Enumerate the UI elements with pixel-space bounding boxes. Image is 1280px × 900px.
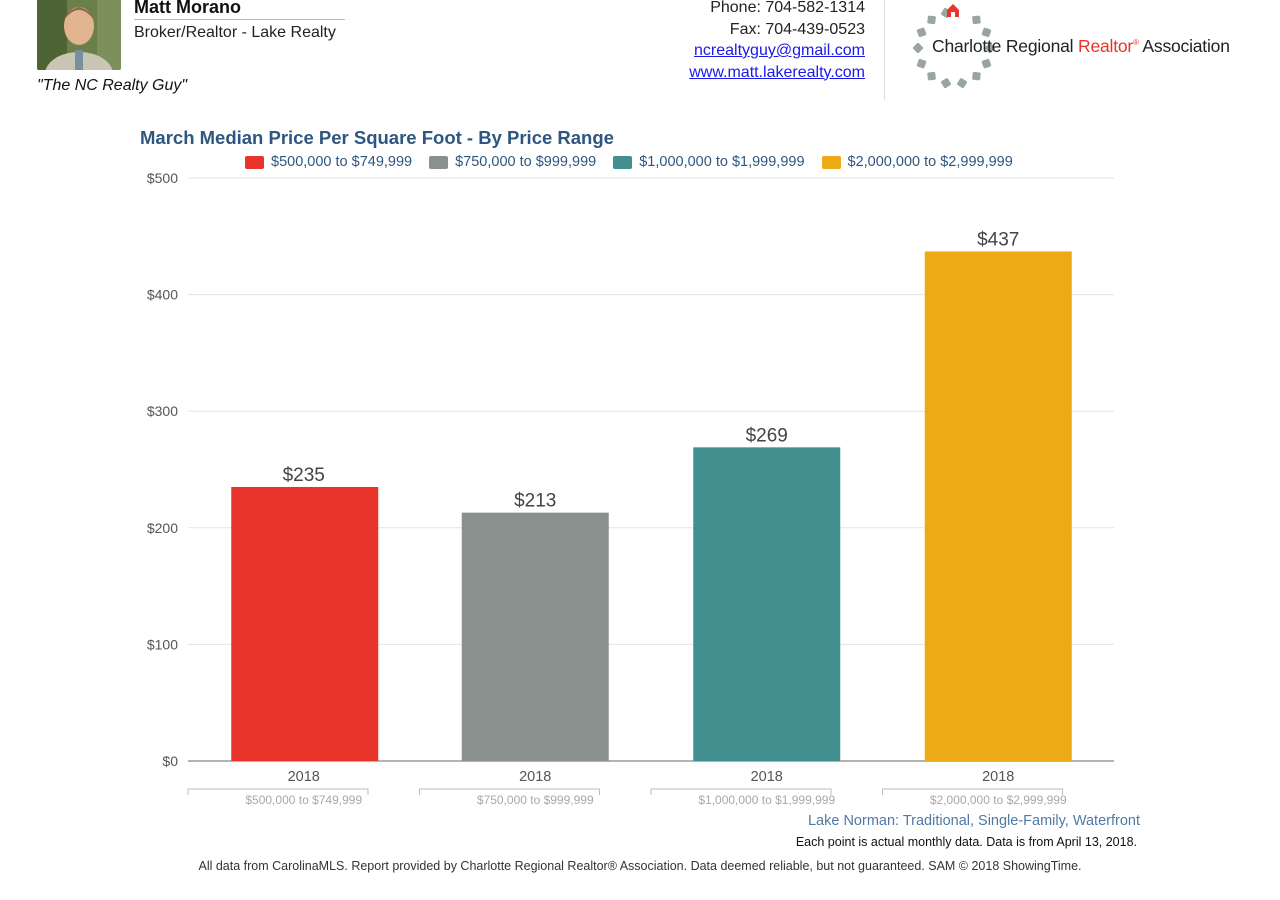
report-footer: All data from CarolinaMLS. Report provid… [198,859,1082,873]
legend-swatch [245,155,264,169]
group-label: $500,000 to $749,999 [245,793,362,807]
agent-name-divider [134,19,345,20]
y-tick-label: $300 [147,403,178,419]
logo-name-part2: Association [1138,36,1230,56]
bar [693,447,841,761]
legend-label: $1,000,000 to $1,999,999 [639,154,805,170]
email-link[interactable]: ncrealtyguy@gmail.com [694,42,865,59]
logo-realtor: Realtor [1078,36,1134,56]
legend-swatch [821,155,841,169]
website-link[interactable]: www.matt.lakerealty.com [689,63,865,81]
agent-tagline: "The NC Realty Guy" [37,77,188,94]
logo-ring-segment [916,58,927,69]
group-bracket [419,788,600,795]
association-logo-text: Charlotte Regional Realtor® Association [932,36,1230,57]
bar-value-label: $437 [977,229,1019,250]
bar-value-label: $235 [283,465,325,486]
logo-ring-segment [916,27,927,38]
contact-block: Phone: 704-582-1314 Fax: 704-439-0523 nc… [689,0,865,83]
bar-value-label: $269 [746,425,788,446]
chart-subtitle: Lake Norman: Traditional, Single-Family,… [807,813,1140,829]
group-bracket [187,788,369,795]
bar [231,486,379,761]
legend-label: $750,000 to $999,999 [455,154,597,170]
legend-swatch [613,155,633,169]
x-tick-label: 2018 [751,769,783,785]
logo-ring-segment [912,42,924,54]
y-tick-label: $400 [147,287,178,303]
group-bracket [882,788,1063,795]
bar-value-label: $213 [514,491,556,512]
y-tick-label: $500 [147,170,178,186]
y-tick-label: $100 [147,636,178,652]
logo-ring-segment [984,42,996,54]
bar [461,512,609,761]
group-label: $2,000,000 to $2,999,999 [930,793,1067,807]
logo-ring-segment [972,71,981,81]
bar [924,251,1072,761]
legend-item[interactable]: $500,000 to $749,999 [245,154,412,170]
x-tick-label: 2018 [519,769,551,785]
logo-ring-segment [957,78,967,89]
logo-ring-segment [927,15,936,25]
logo-registered-mark: ® [1133,38,1139,47]
logo-ring-segment [972,15,981,25]
legend-item[interactable]: $1,000,000 to $1,999,999 [613,154,805,170]
logo-ring-segment [927,71,936,81]
y-tick-label: $200 [147,520,178,536]
group-bracket [650,788,832,795]
group-label: $750,000 to $999,999 [477,793,594,807]
legend-item[interactable]: $750,000 to $999,999 [429,154,596,170]
data-note: Each point is actual monthly data. Data … [795,835,1137,849]
fax-number: Fax: 704-439-0523 [729,20,865,38]
association-logo-icon [912,4,996,89]
x-tick-label: 2018 [982,769,1014,785]
y-tick-label: $0 [162,753,178,769]
agent-name: Matt Morano [134,0,241,17]
logo-ring-segment [981,27,992,38]
legend-swatch [429,155,449,169]
agent-photo [37,0,121,70]
chart-title: March Median Price Per Square Foot - By … [140,127,614,148]
group-label: $1,000,000 to $1,999,999 [698,793,835,807]
legend-label: $500,000 to $749,999 [271,154,413,170]
logo-ring-segment [981,58,992,69]
legend-label: $2,000,000 to $2,999,999 [847,154,1013,170]
logo-ring-segment [941,78,951,89]
chart-legend: $500,000 to $749,999 $750,000 to $999,999… [245,152,1030,172]
x-tick-label: 2018 [288,769,320,785]
header-divider [884,0,885,100]
phone-number: Phone: 704-582-1314 [710,0,865,16]
agent-title: Broker/Realtor - Lake Realty [134,24,336,41]
logo-name-part1: Charlotte Regional [932,36,1079,56]
legend-item[interactable]: $2,000,000 to $2,999,999 [821,154,1013,170]
report-header: Matt Morano Broker/Realtor - Lake Realty… [0,0,1280,110]
